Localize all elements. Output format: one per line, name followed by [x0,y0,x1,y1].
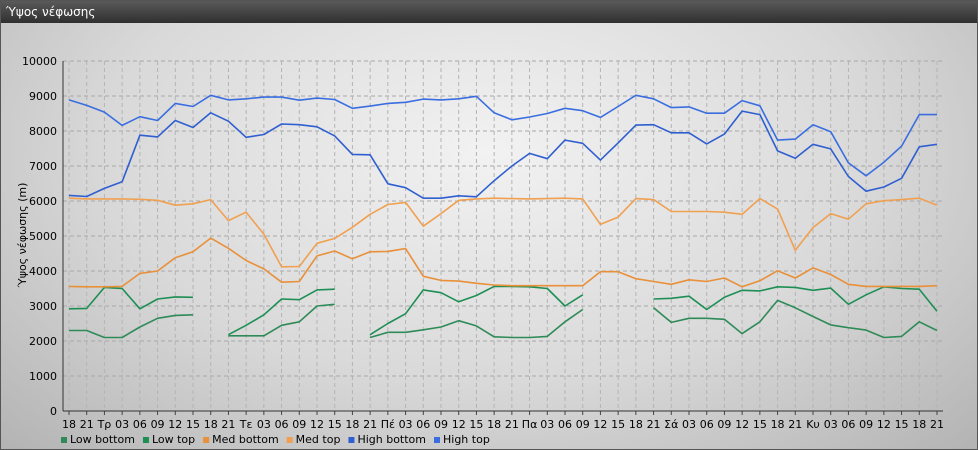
x-tick-label: 06 [700,418,714,431]
x-tick-label: 18 [912,418,926,431]
chart-panel: 0 1000 2000 3000 4000 5000 6000 7000 8000 9000 100… [1,23,977,449]
cloud-height-chart: 0 1000 2000 3000 4000 5000 6000 7000 8000 9000 100… [16,55,944,446]
x-tick-label: 09 [859,418,873,431]
series-lines [68,94,938,339]
x-tick-label: 03 [824,418,838,431]
series-line-low-bottom [69,299,938,339]
x-tick-label: 06 [416,418,430,431]
x-tick-label: 12 [735,418,749,431]
legend-label: Low top [152,433,195,446]
x-tick-label: 18 [345,418,359,431]
x-tick-label: Τρ [97,418,112,431]
legend-item: High bottom [348,433,426,446]
x-tick-label: 21 [930,418,944,431]
x-tick-label: 09 [151,418,165,431]
x-tick-label: 21 [363,418,377,431]
grid-lines [63,60,943,412]
legend-swatch [434,437,440,443]
x-tick-label: 12 [310,418,324,431]
x-tick-label: 21 [647,418,661,431]
legend-swatch [286,437,293,443]
y-tick-label: 6000 [29,195,57,208]
x-tick-label: 21 [221,418,235,431]
series-line-high-bottom [68,110,938,199]
x-tick-label: 06 [558,418,572,431]
x-tick-label: 12 [593,418,607,431]
x-tick-label: 03 [257,418,271,431]
y-axis-ticks: 0 1000 2000 3000 4000 5000 6000 7000 8000 9000 100… [22,55,57,418]
legend-item: Med bottom [203,433,279,446]
x-tick-label: 18 [771,418,785,431]
y-tick-label: 0 [50,405,57,418]
y-tick-label: 7000 [29,160,57,173]
x-tick-label: 15 [611,418,625,431]
axes [62,61,943,415]
x-tick-label: 03 [399,418,413,431]
x-tick-label: 06 [841,418,855,431]
x-tick-label: 03 [115,418,129,431]
x-tick-label: 06 [275,418,289,431]
x-tick-label: 09 [292,418,306,431]
y-tick-label: 10000 [22,55,57,68]
legend-item: Med top [286,433,341,446]
x-tick-label: Κυ [806,418,820,431]
series-line-med-top [68,197,938,268]
x-tick-label: 21 [788,418,802,431]
x-tick-label: 21 [80,418,94,431]
x-tick-label: 15 [753,418,767,431]
x-tick-label: 09 [434,418,448,431]
legend-swatch [61,437,67,443]
x-tick-label: 12 [877,418,891,431]
legend-item: Low top [142,433,195,446]
legend-item: High top [434,433,490,446]
legend-label: Med top [296,433,341,446]
series-line-med-bottom [68,237,938,288]
x-tick-label: Πα [522,418,538,431]
x-tick-label: 18 [204,418,218,431]
y-axis-label: Ύψος νέφωσης (m) [16,183,29,289]
y-tick-label: 9000 [29,90,57,103]
x-tick-label: 03 [540,418,554,431]
x-tick-label: Τε [239,418,253,431]
legend-swatch [203,437,210,443]
y-tick-label: 2000 [29,335,57,348]
x-tick-label: 12 [452,418,466,431]
x-tick-label: 15 [895,418,909,431]
window-titlebar: Ύψος νέφωσης [1,1,977,23]
x-axis-ticks: 18 21 Τρ 03 06 09 12 15 18 21 Τε 03 06 09 12 15 18 21 Πέ 03… [62,418,944,431]
legend-item: Low bottom [61,433,135,446]
x-tick-label: 15 [469,418,483,431]
x-tick-label: 21 [505,418,519,431]
x-tick-label: Πέ [381,418,395,431]
x-tick-label: 18 [487,418,501,431]
series-line-low-top [68,285,938,336]
y-tick-label: 1000 [29,370,57,383]
x-tick-label: 09 [717,418,731,431]
series-line-high-top [68,94,937,177]
legend-label: Low bottom [70,433,135,446]
legend-swatch [142,437,149,443]
x-tick-label: 15 [186,418,200,431]
x-tick-label: 18 [629,418,643,431]
x-tick-label: 06 [133,418,147,431]
legend-label: High top [443,433,490,446]
y-tick-label: 5000 [29,230,57,243]
legend-swatch [348,437,355,443]
y-tick-label: 8000 [29,125,57,138]
legend-label: Med bottom [212,433,279,446]
window-title: Ύψος νέφωσης [6,5,96,19]
x-tick-label: 18 [62,418,76,431]
x-tick-label: 15 [328,418,342,431]
x-tick-label: 03 [682,418,696,431]
legend: Low bottom Low top Med bottom Med top High b… [61,433,490,446]
x-tick-label: 12 [168,418,182,431]
legend-label: High bottom [357,433,426,446]
y-tick-label: 4000 [29,265,57,278]
x-tick-label: 09 [576,418,590,431]
y-tick-label: 3000 [29,300,57,313]
x-tick-label: Σά [664,418,678,431]
